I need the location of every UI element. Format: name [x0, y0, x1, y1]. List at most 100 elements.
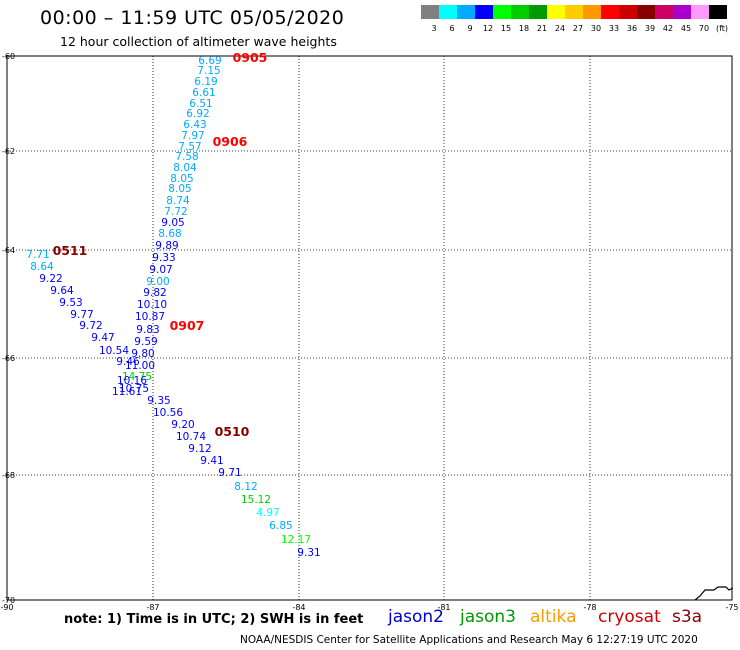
colorbar-swatch	[475, 5, 493, 19]
colorbar-label: 15	[501, 24, 511, 33]
wave-height-value: 9.46	[116, 356, 140, 368]
wave-height-colorbar: 3 6 9 12 15 18 21 24 27 30 33 36 39 42 45 70 (ft)	[421, 5, 728, 33]
wave-height-value: 6.92	[186, 108, 209, 120]
wave-height-value: 6.43	[183, 119, 206, 131]
wave-height-value: 6.19	[194, 76, 217, 88]
colorbar-swatch	[619, 5, 637, 19]
wave-height-value: 9.83	[136, 324, 159, 336]
lon-label: -84	[292, 603, 305, 610]
wave-height-value: 6.69	[198, 55, 221, 67]
pass-time-label: 0511	[53, 243, 88, 258]
wave-height-value: 9.64	[50, 285, 74, 297]
wave-height-value: 10.87	[135, 311, 165, 323]
wave-height-value: 7.15	[197, 65, 220, 77]
pass-time-label: 0510	[215, 424, 250, 439]
wave-height-value: 9.82	[143, 287, 166, 299]
colorbar-swatch	[493, 5, 511, 19]
units-note: note: 1) Time is in UTC; 2) SWH is in fe…	[64, 612, 364, 627]
colorbar-swatch	[601, 5, 619, 19]
wave-height-value: 15.12	[241, 494, 271, 506]
wave-height-value: 7.57	[178, 141, 201, 153]
colorbar-label: 18	[519, 24, 529, 33]
wave-height-value: 6.85	[269, 520, 292, 532]
lat-label: -68	[2, 471, 15, 480]
colorbar-swatch	[439, 5, 457, 19]
wave-height-value: 4.97	[256, 507, 279, 519]
wave-height-value: 10.16	[117, 375, 147, 387]
lon-label: -90	[0, 603, 13, 610]
colorbar-swatch	[709, 5, 727, 19]
wave-height-map: -60 -62 -64 -66 -68 -70-90 -87 -84 -81 -78 -75 6.6…	[0, 50, 738, 610]
wave-height-value: 10.74	[176, 431, 206, 443]
lon-label: -78	[583, 603, 596, 610]
satellite-legend-jason2: jason2	[388, 607, 444, 627]
lat-label: -66	[2, 354, 15, 363]
satellite-legend-cryosat: cryosat	[598, 607, 661, 627]
wave-height-value: 7.71	[26, 249, 49, 261]
pass-time-label: 0907	[170, 318, 205, 333]
wave-height-value: 9.72	[79, 320, 102, 332]
pass-labels: 0905 0906 0511 0907 0510	[53, 50, 268, 439]
colorbar-swatch	[583, 5, 601, 19]
lon-label: -87	[146, 603, 159, 610]
lat-label: -60	[2, 52, 15, 61]
lon-label: -81	[437, 603, 450, 610]
colorbar-label: 12	[483, 24, 493, 33]
wave-height-value: 8.05	[168, 183, 191, 195]
colorbar-label: 42	[663, 24, 673, 33]
wave-height-value: 9.33	[152, 252, 175, 264]
colorbar-label: (ft)	[716, 24, 728, 33]
lat-label: -62	[2, 147, 15, 156]
wave-height-value: 8.68	[158, 228, 181, 240]
wave-height-value: 9.89	[155, 240, 178, 252]
colorbar-swatch	[565, 5, 583, 19]
colorbar-label: 3	[431, 24, 436, 33]
wave-height-value: 10.75	[119, 383, 149, 395]
wave-height-points: 6.697.156.196.616.516.926.437.977.577.58…	[26, 55, 320, 559]
wave-height-value: 9.53	[59, 297, 82, 309]
colorbar-swatch	[547, 5, 565, 19]
colorbar-swatch	[691, 5, 709, 19]
satellite-legend-s3a: s3a	[672, 607, 703, 627]
colorbar-swatch	[655, 5, 673, 19]
colorbar-swatch	[637, 5, 655, 19]
colorbar-label: 27	[573, 24, 583, 33]
wave-height-value: 9.59	[134, 336, 157, 348]
colorbar-label: 6	[449, 24, 454, 33]
wave-height-value: 10.56	[153, 407, 183, 419]
lat-label: -64	[2, 246, 15, 255]
colorbar-swatch	[529, 5, 547, 19]
wave-height-value: 9.07	[149, 264, 172, 276]
colorbar-label: 24	[555, 24, 565, 33]
wave-height-value: 10.54	[99, 345, 129, 357]
wave-height-value: 8.05	[170, 173, 193, 185]
coastline-fragment	[694, 586, 734, 601]
wave-height-value: 14.75	[122, 371, 152, 383]
satellite-legend-altika: altika	[530, 607, 577, 627]
colorbar-label: 9	[467, 24, 472, 33]
wave-height-value: 9.22	[39, 273, 62, 285]
axis-labels: -60 -62 -64 -66 -68 -70-90 -87 -84 -81 -78 -75	[0, 52, 738, 610]
wave-height-value: 9.00	[146, 276, 169, 288]
wave-height-value: 6.61	[192, 87, 215, 99]
wave-height-value: 9.71	[218, 467, 241, 479]
wave-height-value: 7.97	[181, 130, 204, 142]
colorbar-swatch	[457, 5, 475, 19]
colorbar-label: 45	[681, 24, 691, 33]
colorbar-label: 21	[537, 24, 547, 33]
colorbar-swatch	[673, 5, 691, 19]
pass-time-label: 0906	[213, 134, 248, 149]
lat-lon-grid	[7, 56, 732, 600]
wave-height-value: 9.12	[188, 443, 211, 455]
wave-height-value: 8.04	[173, 162, 197, 174]
colorbar-swatch	[511, 5, 529, 19]
wave-height-value: 10.10	[137, 299, 167, 311]
wave-height-value: 9.20	[171, 419, 194, 431]
wave-height-value: 7.72	[164, 206, 187, 218]
wave-height-value: 9.77	[70, 309, 93, 321]
satellite-legend-jason3: jason3	[460, 607, 516, 627]
pass-time-label: 0905	[233, 50, 268, 65]
lat-label: -70	[2, 596, 15, 605]
colorbar-label: 39	[645, 24, 655, 33]
wave-height-value: 9.80	[131, 348, 154, 360]
